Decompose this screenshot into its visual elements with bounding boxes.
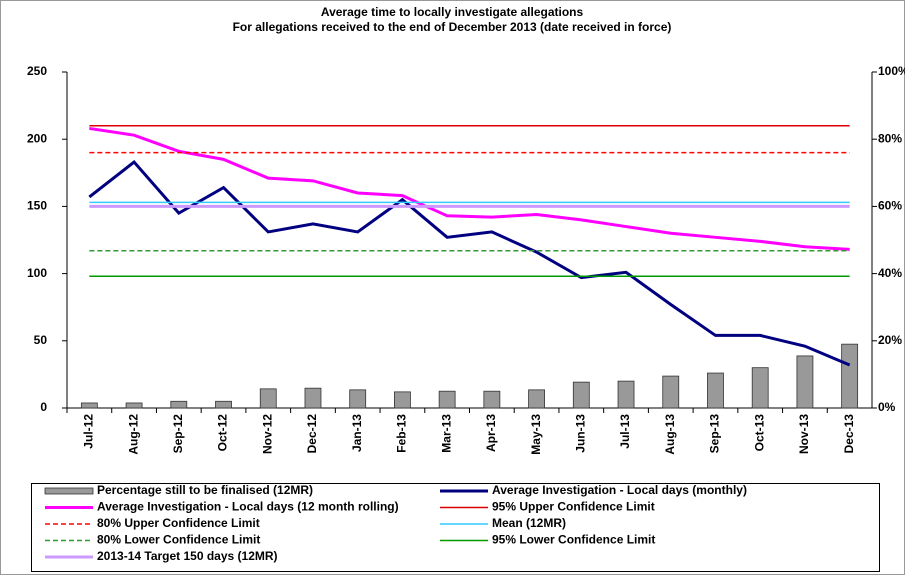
x-tick-label: Dec-12 (305, 414, 319, 454)
y2-tick-label: 40% (878, 266, 902, 280)
legend-label: 80% Lower Confidence Limit (97, 533, 260, 547)
legend-label: 80% Upper Confidence Limit (97, 516, 260, 530)
x-tick-label: Jan-13 (350, 414, 364, 452)
bar (304, 387, 322, 409)
y2-tick-label: 20% (878, 333, 902, 347)
x-tick-label: Nov-13 (797, 414, 811, 454)
bar (662, 375, 680, 409)
y-tick-label: 0 (40, 400, 47, 414)
x-tick-label: Feb-13 (395, 414, 409, 453)
chart-subtitle: For allegations received to the end of D… (233, 20, 672, 34)
x-tick-label: Oct-13 (752, 414, 766, 452)
x-tick-label: Aug-12 (126, 414, 140, 455)
line-series (88, 159, 851, 367)
x-tick-label: Jun-13 (573, 414, 587, 453)
bar (841, 343, 859, 409)
bar (215, 400, 232, 409)
bar (80, 402, 98, 409)
bar (170, 400, 188, 409)
x-tick-label: Nov-12 (260, 414, 274, 454)
y2-tick-label: 0% (878, 400, 896, 414)
legend-label: 2013-14 Target 150 days (12MR) (97, 549, 278, 563)
y-tick-label: 150 (27, 199, 47, 213)
legend-label: Average Investigation - Local days (mont… (492, 483, 747, 497)
bar (349, 389, 367, 409)
bar (751, 367, 769, 409)
y2-tick-label: 80% (878, 131, 902, 145)
y2-tick-label: 100% (878, 64, 905, 78)
y-tick-label: 250 (27, 64, 47, 78)
x-tick-label: Dec-13 (842, 414, 856, 454)
legend-label: Percentage still to be finalised (12MR) (97, 483, 313, 497)
x-tick-label: Oct-12 (216, 414, 230, 452)
legend-box (31, 483, 880, 572)
y-tick-label: 100 (27, 266, 47, 280)
x-tick-label: Aug-13 (663, 414, 677, 455)
legend-label: Average Investigation - Local days (12 m… (97, 500, 399, 514)
x-tick-label: Apr-13 (484, 414, 498, 452)
legend-label: 95% Upper Confidence Limit (492, 500, 655, 514)
bar (259, 388, 277, 409)
line-series (89, 126, 850, 251)
x-tick-label: Jul-13 (618, 414, 632, 449)
bar (125, 402, 143, 409)
x-tick-label: May-13 (529, 414, 543, 455)
x-tick-label: Sep-12 (171, 414, 185, 454)
bar (796, 355, 814, 409)
bar (528, 389, 545, 409)
bar (394, 391, 411, 409)
legend-label: Mean (12MR) (492, 516, 566, 530)
y2-tick-label: 60% (878, 199, 902, 213)
y-tick-label: 200 (27, 131, 47, 145)
x-tick-label: Mar-13 (439, 414, 453, 453)
legend-label: 95% Lower Confidence Limit (492, 533, 655, 547)
x-tick-label: Sep-13 (708, 414, 722, 454)
bar (438, 390, 456, 409)
y-tick-label: 50 (34, 333, 48, 347)
bar (483, 390, 501, 409)
chart-title: Average time to locally investigate alle… (321, 5, 584, 19)
x-tick-label: Jul-12 (82, 414, 96, 449)
bar (707, 372, 724, 409)
legend-swatch (44, 487, 94, 495)
bar (617, 380, 635, 409)
bar (572, 381, 590, 409)
